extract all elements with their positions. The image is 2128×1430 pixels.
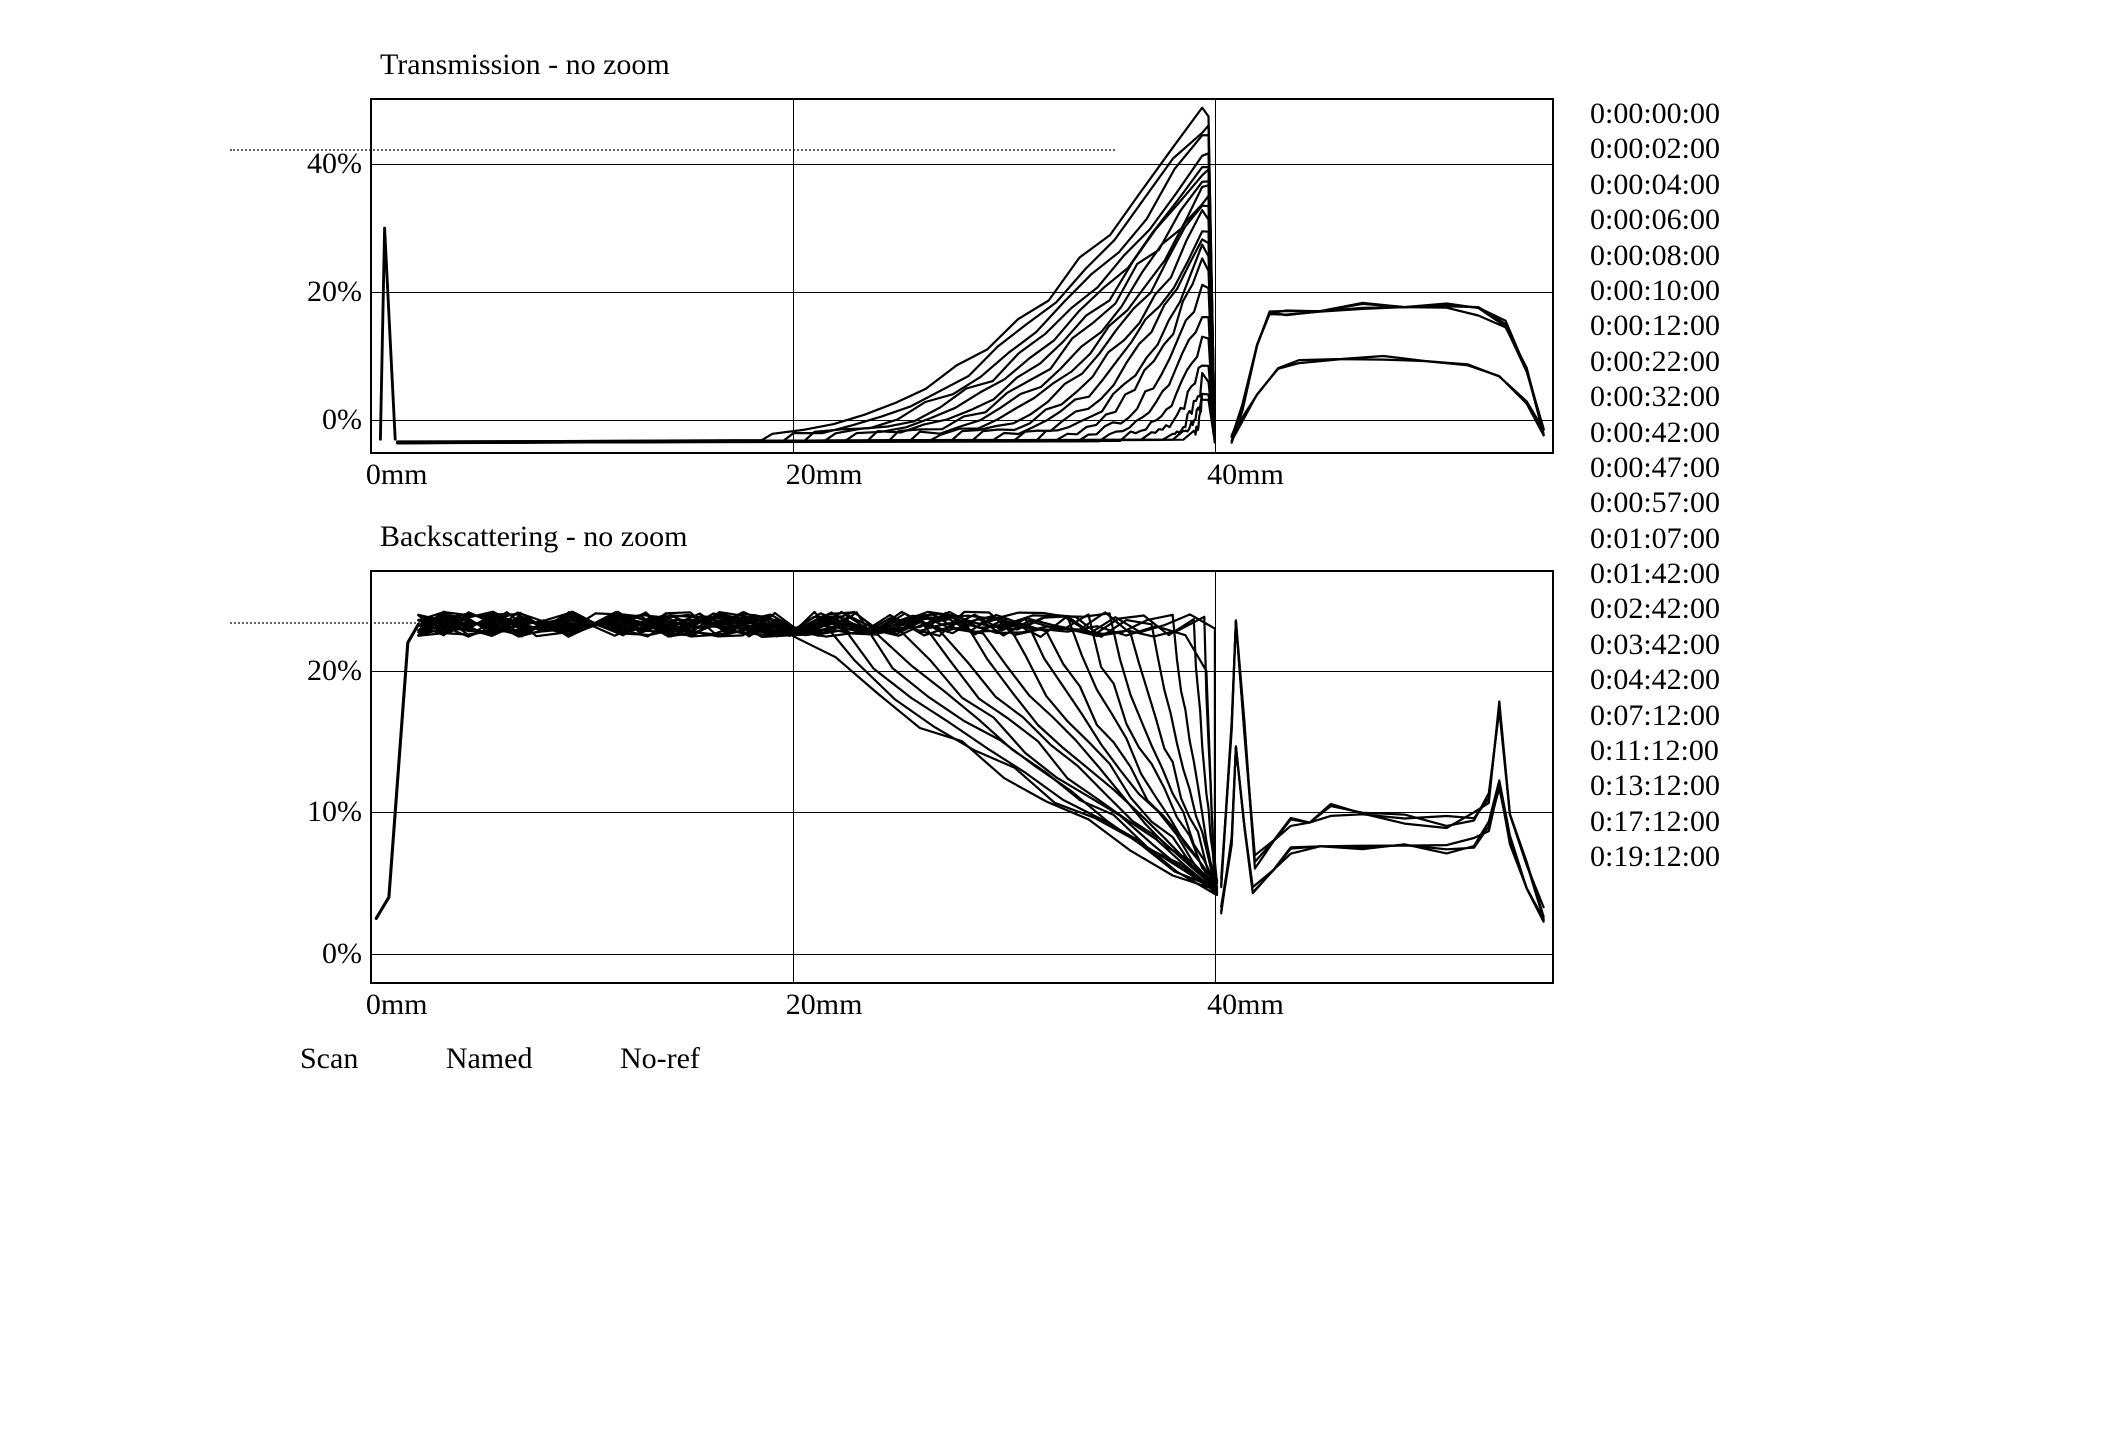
chart2-series bbox=[372, 572, 1552, 982]
legend-time: 0:00:06:00 bbox=[1590, 202, 1720, 237]
footer-scan: Scan bbox=[300, 1042, 358, 1076]
gridline-h bbox=[372, 292, 1552, 293]
ytick-label: 20% bbox=[307, 654, 372, 688]
legend-time: 0:00:02:00 bbox=[1590, 131, 1720, 166]
xtick-label: 40mm bbox=[1207, 452, 1284, 492]
legend-time: 0:00:22:00 bbox=[1590, 344, 1720, 379]
legend-time: 0:00:42:00 bbox=[1590, 415, 1720, 450]
ytick-label: 0% bbox=[322, 937, 372, 971]
legend-time: 0:00:12:00 bbox=[1590, 308, 1720, 343]
series-line bbox=[1221, 622, 1543, 908]
legend-time: 0:00:04:00 bbox=[1590, 167, 1720, 202]
series-line bbox=[397, 239, 1215, 442]
scan-artifact-dots bbox=[230, 149, 1115, 153]
series-line bbox=[418, 612, 1217, 883]
gridline-h bbox=[372, 671, 1552, 672]
series-line bbox=[397, 167, 1215, 443]
legend-time: 0:00:00:00 bbox=[1590, 96, 1720, 131]
series-line bbox=[376, 624, 418, 918]
series-line bbox=[1221, 746, 1543, 919]
gridline-v bbox=[793, 572, 794, 982]
footer-noref: No-ref bbox=[620, 1042, 700, 1076]
series-line bbox=[418, 614, 1217, 895]
gridline-h bbox=[372, 164, 1552, 165]
series-line bbox=[397, 285, 1215, 443]
series-line bbox=[1221, 747, 1543, 921]
footer-named: Named bbox=[446, 1042, 533, 1076]
series-line bbox=[1232, 359, 1544, 441]
series-line bbox=[397, 394, 1215, 443]
series-line bbox=[418, 616, 1217, 890]
series-line bbox=[397, 126, 1215, 444]
series-line bbox=[397, 210, 1215, 442]
xtick-label: 0mm bbox=[366, 982, 428, 1022]
legend-time: 0:01:07:00 bbox=[1590, 521, 1720, 556]
legend-time: 0:01:42:00 bbox=[1590, 556, 1720, 591]
legend-time: 0:00:57:00 bbox=[1590, 485, 1720, 520]
series-line bbox=[1221, 747, 1543, 922]
legend-time: 0:00:10:00 bbox=[1590, 273, 1720, 308]
xtick-label: 40mm bbox=[1207, 982, 1284, 1022]
gridline-v bbox=[1215, 572, 1216, 982]
chart2-title: Backscattering - no zoom bbox=[380, 520, 687, 554]
legend-time: 0:11:12:00 bbox=[1590, 733, 1720, 768]
legend-time: 0:00:32:00 bbox=[1590, 379, 1720, 414]
series-line bbox=[418, 614, 1217, 894]
gridline-h bbox=[372, 812, 1552, 813]
series-line bbox=[397, 317, 1215, 443]
legend-time: 0:00:08:00 bbox=[1590, 238, 1720, 273]
chart1-title: Transmission - no zoom bbox=[380, 48, 670, 82]
legend-time: 0:02:42:00 bbox=[1590, 591, 1720, 626]
time-legend: 0:00:00:000:00:02:000:00:04:000:00:06:00… bbox=[1590, 96, 1720, 875]
legend-time: 0:07:12:00 bbox=[1590, 698, 1720, 733]
page-root: { "layout": { "page_w": 2128, "page_h": … bbox=[0, 0, 2128, 1430]
legend-time: 0:04:42:00 bbox=[1590, 662, 1720, 697]
series-line bbox=[397, 185, 1215, 442]
gridline-h bbox=[372, 954, 1552, 955]
legend-time: 0:19:12:00 bbox=[1590, 839, 1720, 874]
chart2-plot: 0%10%20%0mm20mm40mm bbox=[370, 570, 1554, 984]
legend-time: 0:00:47:00 bbox=[1590, 450, 1720, 485]
footer-labels: Scan Named No-ref bbox=[300, 1042, 700, 1076]
ytick-label: 20% bbox=[307, 275, 372, 309]
gridline-h bbox=[372, 420, 1552, 421]
series-line bbox=[380, 228, 395, 439]
scan-artifact-dots-2 bbox=[230, 622, 560, 626]
ytick-label: 0% bbox=[322, 403, 372, 437]
series-line bbox=[418, 615, 1217, 891]
series-line bbox=[397, 170, 1215, 444]
legend-time: 0:03:42:00 bbox=[1590, 627, 1720, 662]
legend-time: 0:17:12:00 bbox=[1590, 804, 1720, 839]
xtick-label: 20mm bbox=[786, 982, 863, 1022]
xtick-label: 0mm bbox=[366, 452, 428, 492]
legend-time: 0:13:12:00 bbox=[1590, 768, 1720, 803]
gridline-v bbox=[1215, 100, 1216, 452]
series-line bbox=[397, 135, 1215, 442]
ytick-label: 10% bbox=[307, 795, 372, 829]
xtick-label: 20mm bbox=[786, 452, 863, 492]
